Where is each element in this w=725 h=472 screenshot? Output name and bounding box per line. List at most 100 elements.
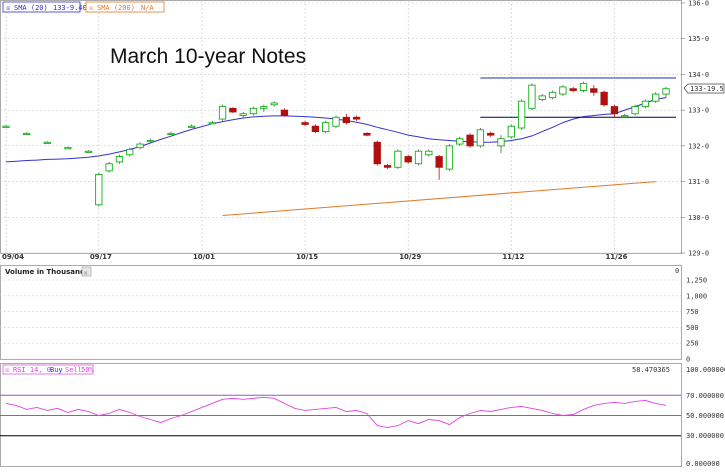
volume-top-value: 0 bbox=[675, 267, 679, 275]
candle-up bbox=[322, 122, 330, 133]
volume-y-ticks: 0 250 500 750 1,000 1,250 bbox=[0, 277, 707, 364]
candle-up bbox=[425, 150, 433, 156]
price-y-tick-label: 133-0 bbox=[688, 107, 709, 115]
last-price-tag: 133-19.5 bbox=[683, 83, 725, 94]
candle-up bbox=[394, 150, 402, 168]
volume-close-button[interactable] bbox=[81, 266, 92, 277]
sma200-close-icon[interactable]: ☒ bbox=[89, 4, 93, 12]
price-x-tick-label: 09/17 bbox=[90, 253, 112, 261]
candle-up bbox=[239, 113, 247, 116]
candle-up bbox=[146, 140, 155, 143]
rsi-legend-label: RSI 14, 0 bbox=[13, 366, 51, 374]
candle-down bbox=[311, 125, 320, 133]
price-y-tick-label: 131-0 bbox=[688, 178, 709, 186]
candle-down bbox=[435, 156, 443, 168]
candle-down bbox=[466, 134, 474, 147]
sma200-path bbox=[222, 181, 656, 216]
candle-down bbox=[383, 165, 392, 168]
candle-up bbox=[652, 93, 660, 102]
volume-y-tick-label: 1,250 bbox=[686, 277, 707, 285]
candle-up bbox=[218, 106, 227, 120]
candle-down bbox=[280, 109, 289, 116]
candle-up bbox=[22, 132, 31, 136]
candles bbox=[2, 81, 670, 207]
last-price-tag-shape bbox=[683, 83, 725, 94]
rsi-path bbox=[5, 396, 667, 429]
price-panel-frame bbox=[0, 0, 682, 254]
volume-close-icon[interactable]: ✕ bbox=[84, 269, 88, 277]
sma20-legend-box[interactable] bbox=[2, 1, 81, 13]
sma200-legend-box[interactable] bbox=[85, 1, 165, 13]
candle-up bbox=[105, 163, 113, 172]
sma20-close-icon[interactable]: ☒ bbox=[6, 4, 10, 12]
rsi-y-ticks: 0.000000 30.000000 50.000000 70.000000 100.0… bbox=[686, 366, 725, 468]
volume-panel-label: Volume in Thousands bbox=[5, 268, 89, 276]
candle-up bbox=[538, 95, 546, 100]
candle-up bbox=[43, 141, 51, 144]
candle-up bbox=[507, 125, 515, 138]
volume-y-tick-label: 1,000 bbox=[686, 292, 707, 300]
candle-up bbox=[559, 86, 567, 95]
candle-down bbox=[404, 156, 412, 163]
candle-up bbox=[548, 91, 557, 99]
rsi-pct-label: 50% bbox=[81, 366, 94, 374]
candle-up bbox=[126, 148, 134, 156]
price-y-tick-label: 132-0 bbox=[688, 142, 709, 150]
rsi-panel: ☒ RSI 14, 0 Buy Sell 50% 58.470365 0.000… bbox=[0, 363, 725, 468]
last-price-label: 133-19.5 bbox=[690, 85, 724, 93]
candle-down bbox=[600, 91, 608, 106]
candle-up bbox=[476, 129, 485, 147]
candle-up bbox=[249, 107, 258, 115]
candle-down bbox=[610, 106, 619, 115]
volume-y-tick-label: 0 bbox=[686, 356, 690, 364]
candle-up bbox=[631, 106, 639, 115]
candle-up bbox=[167, 132, 175, 136]
candle-up bbox=[662, 88, 670, 95]
candle-down bbox=[487, 132, 495, 136]
price-x-tick-label: 09/04 bbox=[2, 253, 24, 261]
rsi-sell-label: Sell bbox=[65, 366, 82, 374]
volume-y-tick-label: 500 bbox=[686, 324, 699, 332]
price-panel: 129-0 130-0 131-0 132-0 133-0 134-0 135-0 136-0… bbox=[0, 0, 725, 261]
candle-up bbox=[641, 100, 650, 108]
candle-up bbox=[136, 143, 144, 149]
candle-down bbox=[301, 122, 309, 125]
sma200-legend-value: N/A bbox=[141, 4, 154, 12]
candle-up bbox=[445, 145, 454, 170]
candle-up bbox=[579, 82, 588, 91]
candle-up bbox=[115, 156, 124, 163]
price-y-tick-label: 135-0 bbox=[688, 35, 709, 43]
rsi-legend-box[interactable] bbox=[2, 364, 94, 375]
candle-up bbox=[260, 106, 268, 109]
candle-up bbox=[528, 84, 536, 109]
candle-up bbox=[621, 115, 629, 118]
candle-down bbox=[363, 132, 371, 136]
candle-up bbox=[270, 102, 278, 106]
candle-up bbox=[95, 173, 103, 206]
candle-down bbox=[342, 116, 350, 124]
price-y-tick-label: 134-0 bbox=[688, 71, 709, 79]
volume-label-box bbox=[3, 267, 80, 276]
rsi-y-tick-label: 100.000000 bbox=[686, 366, 725, 374]
candle-up bbox=[187, 125, 196, 128]
sma200-legend-label: SMA (200) bbox=[97, 4, 135, 12]
rsi-buy-label: Buy bbox=[50, 366, 63, 374]
candle-down bbox=[373, 141, 381, 165]
rsi-line bbox=[5, 396, 667, 429]
rsi-close-icon[interactable]: ☒ bbox=[5, 366, 9, 374]
volume-panel-frame bbox=[0, 265, 682, 360]
price-x-ticks: 09/04 09/17 10/01 10/15 10/29 11/12 11/26 bbox=[2, 253, 628, 261]
candle-up bbox=[64, 147, 72, 150]
candle-up bbox=[84, 150, 93, 153]
candle-up bbox=[497, 138, 505, 147]
price-x-tick-label: 10/29 bbox=[399, 253, 421, 261]
candle-down bbox=[352, 116, 361, 120]
candle-up bbox=[414, 150, 423, 165]
level-lines bbox=[480, 77, 676, 118]
candle-up bbox=[517, 100, 526, 129]
price-y-tick-label: 129-0 bbox=[688, 250, 709, 258]
sma20-legend-value: 133-9.40 bbox=[53, 4, 87, 12]
candle-up bbox=[456, 138, 464, 145]
chart-title: March 10-year Notes bbox=[110, 45, 306, 68]
